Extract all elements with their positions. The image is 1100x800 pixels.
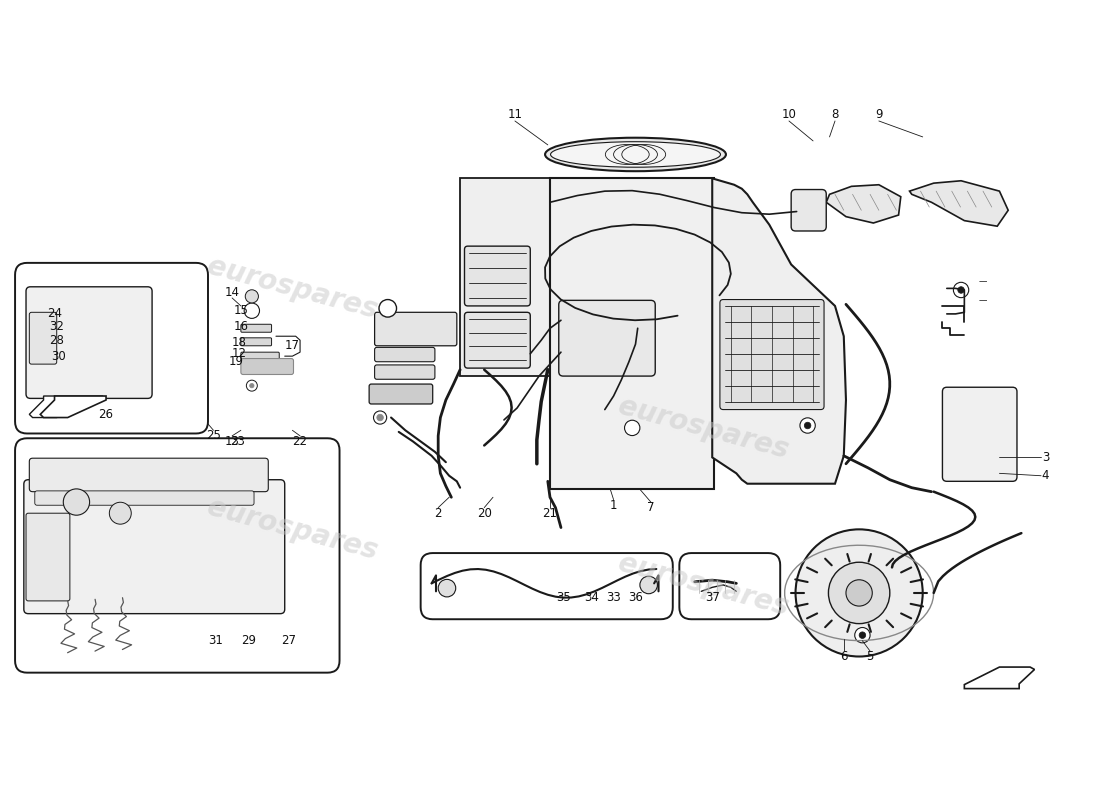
Text: 10: 10 xyxy=(781,108,796,121)
Text: 4: 4 xyxy=(1042,470,1049,482)
FancyBboxPatch shape xyxy=(24,480,285,614)
Circle shape xyxy=(109,502,131,524)
Circle shape xyxy=(859,632,866,638)
Ellipse shape xyxy=(550,142,720,167)
FancyBboxPatch shape xyxy=(375,347,434,362)
FancyBboxPatch shape xyxy=(464,312,530,368)
FancyBboxPatch shape xyxy=(26,514,70,601)
Text: 3: 3 xyxy=(1042,451,1049,464)
Text: 11: 11 xyxy=(507,108,522,121)
Text: 5: 5 xyxy=(867,650,873,663)
FancyBboxPatch shape xyxy=(26,286,152,398)
Circle shape xyxy=(379,299,396,317)
Text: 21: 21 xyxy=(542,506,558,520)
Circle shape xyxy=(795,530,923,657)
Text: 28: 28 xyxy=(50,334,64,346)
Polygon shape xyxy=(910,181,1009,226)
Text: 19: 19 xyxy=(229,355,244,368)
Text: 13: 13 xyxy=(224,435,240,448)
Text: 37: 37 xyxy=(705,591,719,604)
FancyBboxPatch shape xyxy=(241,358,294,374)
Circle shape xyxy=(377,414,384,421)
FancyBboxPatch shape xyxy=(30,458,268,492)
Polygon shape xyxy=(30,396,102,418)
FancyBboxPatch shape xyxy=(943,387,1018,482)
Circle shape xyxy=(855,627,870,643)
Text: eurospares: eurospares xyxy=(615,549,792,621)
Text: 33: 33 xyxy=(606,591,621,604)
FancyBboxPatch shape xyxy=(241,338,272,346)
Text: 18: 18 xyxy=(231,336,246,349)
Circle shape xyxy=(800,418,815,433)
Text: 15: 15 xyxy=(233,304,249,318)
Text: 1: 1 xyxy=(609,498,617,512)
Circle shape xyxy=(804,422,811,429)
FancyBboxPatch shape xyxy=(30,312,57,364)
Circle shape xyxy=(245,290,258,303)
Text: 8: 8 xyxy=(832,108,838,121)
FancyBboxPatch shape xyxy=(375,365,434,379)
Polygon shape xyxy=(826,185,901,223)
Polygon shape xyxy=(550,178,714,490)
FancyBboxPatch shape xyxy=(370,384,432,404)
Text: 25: 25 xyxy=(206,430,221,442)
Text: —: — xyxy=(979,278,987,286)
Circle shape xyxy=(954,282,969,298)
Circle shape xyxy=(828,562,890,624)
Polygon shape xyxy=(41,396,106,418)
Text: 9: 9 xyxy=(876,108,882,121)
Text: 16: 16 xyxy=(233,320,249,333)
Text: eurospares: eurospares xyxy=(204,493,381,566)
Text: 12: 12 xyxy=(231,347,246,360)
FancyBboxPatch shape xyxy=(375,312,456,346)
FancyBboxPatch shape xyxy=(241,352,279,362)
Text: eurospares: eurospares xyxy=(204,252,381,325)
Text: eurospares: eurospares xyxy=(615,392,792,464)
FancyBboxPatch shape xyxy=(241,324,272,332)
Text: —: — xyxy=(979,296,987,305)
Text: 26: 26 xyxy=(99,408,113,421)
Circle shape xyxy=(640,576,658,594)
FancyBboxPatch shape xyxy=(35,491,254,506)
FancyBboxPatch shape xyxy=(719,299,824,410)
Polygon shape xyxy=(965,667,1034,689)
Text: 23: 23 xyxy=(230,435,245,448)
Text: 24: 24 xyxy=(47,307,62,321)
Circle shape xyxy=(64,489,89,515)
Circle shape xyxy=(438,579,455,597)
Circle shape xyxy=(846,580,872,606)
Circle shape xyxy=(625,420,640,435)
Text: 35: 35 xyxy=(556,591,571,604)
Text: 32: 32 xyxy=(50,320,64,333)
Circle shape xyxy=(374,411,387,424)
Circle shape xyxy=(958,286,965,294)
Polygon shape xyxy=(460,178,550,376)
FancyBboxPatch shape xyxy=(559,300,656,376)
Text: 29: 29 xyxy=(241,634,256,647)
Circle shape xyxy=(250,383,254,388)
FancyBboxPatch shape xyxy=(791,190,826,231)
Text: 34: 34 xyxy=(584,591,600,604)
Circle shape xyxy=(246,380,257,391)
Text: 20: 20 xyxy=(476,506,492,520)
Text: 31: 31 xyxy=(208,634,223,647)
Text: 36: 36 xyxy=(628,591,642,604)
Text: 17: 17 xyxy=(285,339,300,352)
Text: 30: 30 xyxy=(52,350,66,362)
Text: 22: 22 xyxy=(293,435,308,448)
Polygon shape xyxy=(712,178,846,484)
Circle shape xyxy=(244,303,260,318)
FancyBboxPatch shape xyxy=(464,246,530,306)
Text: 14: 14 xyxy=(224,286,240,299)
Text: 27: 27 xyxy=(282,634,297,647)
Text: 6: 6 xyxy=(840,650,847,663)
Ellipse shape xyxy=(546,138,726,171)
Text: 7: 7 xyxy=(647,501,654,514)
Text: 2: 2 xyxy=(434,506,442,520)
